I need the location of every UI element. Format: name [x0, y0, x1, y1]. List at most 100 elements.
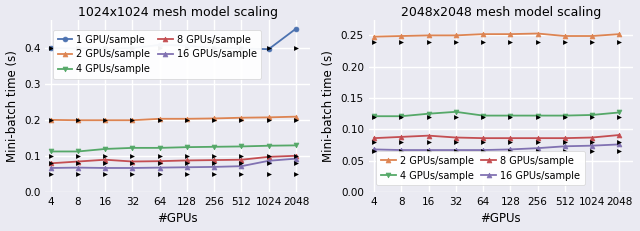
- 8 GPUs/sample: [370, 137, 378, 140]
- 16 GPUs/sample: [425, 149, 433, 152]
- 4 GPUs/sample: [101, 148, 109, 150]
- 1 GPU/sample: [129, 47, 136, 49]
- 8 GPUs/sample: [588, 136, 596, 139]
- Y-axis label: Mini-batch time (s): Mini-batch time (s): [6, 50, 19, 162]
- 2 GPUs/sample: [156, 117, 164, 120]
- 8 GPUs/sample: [47, 162, 54, 165]
- 2 GPUs/sample: [237, 116, 245, 119]
- 8 GPUs/sample: [101, 158, 109, 161]
- 8 GPUs/sample: [129, 160, 136, 163]
- 4 GPUs/sample: [425, 112, 433, 115]
- 4 GPUs/sample: [370, 115, 378, 118]
- 1 GPU/sample: [211, 47, 218, 49]
- Line: 8 GPUs/sample: 8 GPUs/sample: [372, 133, 621, 141]
- 8 GPUs/sample: [74, 160, 82, 163]
- 8 GPUs/sample: [534, 137, 541, 140]
- 8 GPUs/sample: [156, 160, 164, 163]
- Legend: 2 GPUs/sample, 4 GPUs/sample, 8 GPUs/sample, 16 GPUs/sample: 2 GPUs/sample, 4 GPUs/sample, 8 GPUs/sam…: [376, 151, 585, 185]
- 16 GPUs/sample: [265, 159, 273, 162]
- 2 GPUs/sample: [561, 35, 568, 37]
- 2 GPUs/sample: [616, 33, 623, 36]
- 1 GPU/sample: [156, 43, 164, 46]
- 4 GPUs/sample: [156, 146, 164, 149]
- 2 GPUs/sample: [479, 33, 487, 36]
- 2 GPUs/sample: [129, 119, 136, 122]
- 4 GPUs/sample: [292, 144, 300, 147]
- 2 GPUs/sample: [47, 119, 54, 121]
- 16 GPUs/sample: [397, 149, 405, 152]
- Line: 8 GPUs/sample: 8 GPUs/sample: [48, 153, 298, 166]
- 4 GPUs/sample: [561, 114, 568, 117]
- 8 GPUs/sample: [561, 137, 568, 140]
- 16 GPUs/sample: [74, 166, 82, 169]
- 16 GPUs/sample: [534, 147, 541, 149]
- 16 GPUs/sample: [211, 166, 218, 168]
- 8 GPUs/sample: [237, 158, 245, 161]
- 2 GPUs/sample: [534, 32, 541, 35]
- 1 GPU/sample: [101, 47, 109, 50]
- 8 GPUs/sample: [265, 155, 273, 158]
- Legend: 1 GPU/sample, 2 GPUs/sample, 4 GPUs/sample, 8 GPUs/sample, 16 GPUs/sample: 1 GPU/sample, 2 GPUs/sample, 4 GPUs/samp…: [53, 30, 261, 79]
- 8 GPUs/sample: [183, 159, 191, 162]
- 2 GPUs/sample: [452, 34, 460, 37]
- 4 GPUs/sample: [588, 114, 596, 116]
- 16 GPUs/sample: [292, 157, 300, 160]
- 4 GPUs/sample: [74, 150, 82, 153]
- Y-axis label: Mini-batch time (s): Mini-batch time (s): [323, 50, 335, 162]
- 8 GPUs/sample: [397, 136, 405, 138]
- 16 GPUs/sample: [237, 165, 245, 167]
- 8 GPUs/sample: [452, 136, 460, 139]
- 2 GPUs/sample: [211, 117, 218, 120]
- 16 GPUs/sample: [506, 148, 514, 151]
- 4 GPUs/sample: [506, 114, 514, 117]
- 2 GPUs/sample: [101, 119, 109, 122]
- 1 GPU/sample: [237, 47, 245, 50]
- 16 GPUs/sample: [452, 149, 460, 152]
- Title: 1024x1024 mesh model scaling: 1024x1024 mesh model scaling: [77, 6, 278, 18]
- 1 GPU/sample: [292, 27, 300, 30]
- 1 GPU/sample: [74, 47, 82, 50]
- 1 GPU/sample: [183, 44, 191, 47]
- 2 GPUs/sample: [506, 33, 514, 36]
- 8 GPUs/sample: [292, 154, 300, 157]
- 4 GPUs/sample: [534, 114, 541, 117]
- X-axis label: #GPUs: #GPUs: [157, 213, 198, 225]
- 8 GPUs/sample: [616, 134, 623, 136]
- Line: 2 GPUs/sample: 2 GPUs/sample: [372, 31, 621, 39]
- 16 GPUs/sample: [47, 167, 54, 169]
- 2 GPUs/sample: [425, 34, 433, 37]
- 4 GPUs/sample: [211, 145, 218, 148]
- 8 GPUs/sample: [506, 137, 514, 140]
- 16 GPUs/sample: [156, 166, 164, 169]
- 16 GPUs/sample: [370, 148, 378, 151]
- 2 GPUs/sample: [370, 35, 378, 38]
- 4 GPUs/sample: [397, 115, 405, 118]
- 1 GPU/sample: [47, 47, 54, 49]
- 4 GPUs/sample: [479, 114, 487, 117]
- Line: 4 GPUs/sample: 4 GPUs/sample: [372, 109, 621, 119]
- Line: 16 GPUs/sample: 16 GPUs/sample: [372, 142, 621, 152]
- 4 GPUs/sample: [237, 145, 245, 148]
- Line: 2 GPUs/sample: 2 GPUs/sample: [48, 114, 298, 123]
- 2 GPUs/sample: [397, 35, 405, 37]
- 4 GPUs/sample: [452, 110, 460, 113]
- Title: 2048x2048 mesh model scaling: 2048x2048 mesh model scaling: [401, 6, 601, 18]
- 4 GPUs/sample: [616, 111, 623, 114]
- 2 GPUs/sample: [183, 117, 191, 120]
- 8 GPUs/sample: [479, 137, 487, 140]
- 16 GPUs/sample: [616, 143, 623, 146]
- 16 GPUs/sample: [479, 149, 487, 152]
- 16 GPUs/sample: [588, 144, 596, 147]
- 2 GPUs/sample: [292, 115, 300, 118]
- Line: 1 GPU/sample: 1 GPU/sample: [48, 26, 298, 52]
- 1 GPU/sample: [265, 48, 273, 51]
- 16 GPUs/sample: [183, 166, 191, 169]
- 2 GPUs/sample: [265, 116, 273, 119]
- Line: 16 GPUs/sample: 16 GPUs/sample: [48, 156, 298, 170]
- Line: 4 GPUs/sample: 4 GPUs/sample: [48, 143, 298, 154]
- 2 GPUs/sample: [588, 35, 596, 37]
- 16 GPUs/sample: [561, 145, 568, 148]
- 8 GPUs/sample: [211, 159, 218, 161]
- 4 GPUs/sample: [183, 146, 191, 149]
- 4 GPUs/sample: [47, 150, 54, 153]
